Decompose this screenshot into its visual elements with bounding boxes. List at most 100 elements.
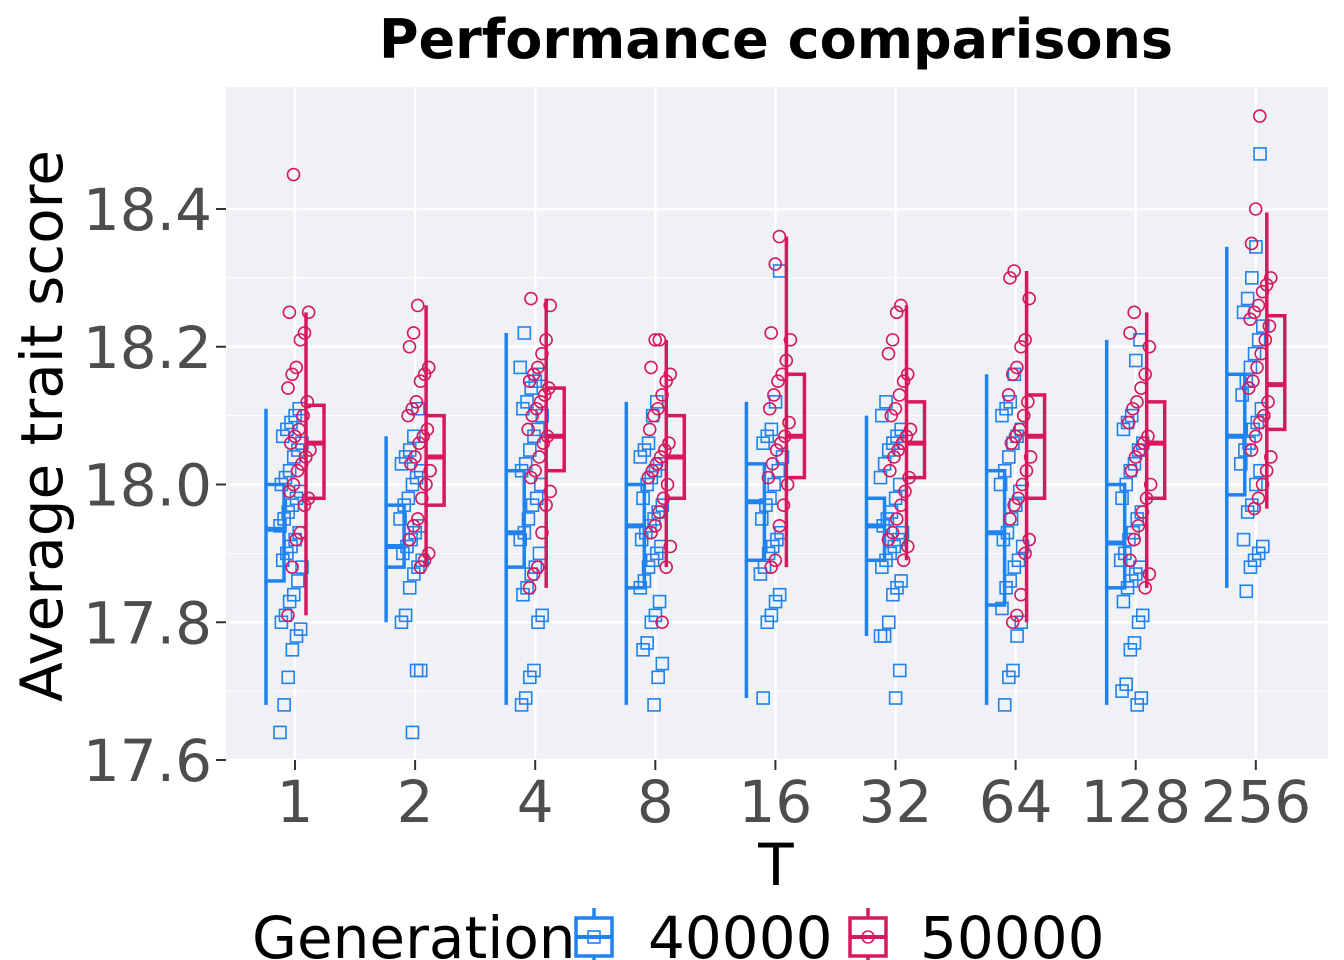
- data-point-circle: [1250, 360, 1264, 375]
- data-point-square: [413, 663, 428, 678]
- box-group: [624, 395, 670, 712]
- data-point-square: [996, 532, 1011, 547]
- data-point-square: [636, 491, 650, 506]
- data-point-circle: [282, 484, 297, 499]
- data-point-circle: [532, 450, 547, 464]
- data-point-circle: [413, 560, 428, 574]
- data-point-circle: [892, 388, 907, 402]
- data-point-circle: [1003, 512, 1017, 526]
- box-group: [744, 264, 790, 705]
- data-point-square: [638, 525, 653, 540]
- y-tick-label: 18.4: [83, 176, 212, 244]
- data-point-circle: [1257, 408, 1271, 423]
- y-tick-label: 17.6: [83, 727, 212, 795]
- data-point-square: [289, 629, 304, 643]
- data-point-circle: [420, 422, 435, 437]
- data-point-circle: [417, 367, 432, 382]
- data-point-square: [529, 491, 544, 506]
- data-point-square: [1119, 477, 1133, 492]
- data-point-circle: [1022, 291, 1037, 306]
- data-point-circle: [412, 436, 426, 450]
- data-point-circle: [896, 374, 911, 388]
- data-point-square: [1002, 450, 1016, 464]
- data-point-square: [652, 594, 667, 609]
- data-point-square: [1116, 594, 1131, 609]
- data-point-circle: [662, 436, 676, 450]
- data-point-circle: [410, 298, 425, 313]
- data-point-circle: [764, 326, 778, 340]
- data-point-square: [1240, 505, 1255, 519]
- legend: Generation 40000 50000: [252, 904, 1105, 960]
- data-point-circle: [648, 333, 662, 347]
- data-point-square: [1236, 532, 1251, 547]
- data-point-square: [881, 615, 896, 630]
- box-group: [521, 291, 566, 595]
- y-tick-label: 17.8: [83, 589, 212, 657]
- box: [624, 482, 647, 590]
- data-point-square: [291, 574, 305, 588]
- data-point-circle: [644, 360, 658, 375]
- data-point-square: [875, 408, 889, 423]
- data-point-circle: [536, 436, 551, 450]
- data-point-square: [1251, 333, 1266, 347]
- data-point-circle: [648, 519, 662, 533]
- y-tick-label: 18.2: [83, 314, 212, 382]
- data-point-square: [1247, 553, 1262, 568]
- data-point-square: [286, 587, 301, 602]
- data-point-circle: [652, 505, 667, 519]
- chart-title: Performance comparisons: [379, 8, 1173, 71]
- data-point-square: [517, 525, 532, 540]
- data-point-square: [1135, 608, 1150, 623]
- data-point-circle: [1014, 339, 1028, 354]
- data-point-circle: [1141, 429, 1155, 444]
- data-point-square: [277, 698, 291, 712]
- data-point-square: [993, 477, 1008, 492]
- data-point-square: [396, 546, 410, 561]
- data-point-circle: [1255, 477, 1270, 492]
- data-point-square: [637, 443, 652, 457]
- box-group: [281, 167, 326, 623]
- data-point-square: [1243, 560, 1258, 574]
- data-point-square: [284, 415, 298, 430]
- data-point-circle: [282, 305, 297, 320]
- data-point-circle: [894, 298, 908, 313]
- data-point-circle: [1127, 532, 1141, 547]
- data-point-circle: [768, 257, 783, 271]
- data-point-square: [763, 491, 777, 506]
- data-point-square: [402, 581, 417, 595]
- data-point-circle: [289, 360, 304, 375]
- data-point-square: [1243, 360, 1258, 375]
- data-point-circle: [1248, 429, 1263, 444]
- data-point-circle: [410, 512, 425, 526]
- data-point-circle: [281, 608, 295, 623]
- data-point-circle: [762, 401, 777, 416]
- data-point-circle: [768, 553, 783, 568]
- data-point-circle: [303, 443, 317, 457]
- data-point-circle: [1124, 463, 1139, 478]
- data-point-circle: [1138, 367, 1152, 382]
- data-point-circle: [1003, 271, 1017, 285]
- data-point-square: [886, 587, 900, 602]
- box-groups: [264, 109, 1287, 740]
- data-point-circle: [301, 491, 316, 506]
- data-point-circle: [522, 581, 537, 595]
- x-tick-label: 256: [1200, 768, 1311, 836]
- data-point-circle: [659, 560, 673, 574]
- data-point-square: [280, 546, 294, 561]
- data-point-square: [1115, 491, 1129, 506]
- data-point-square: [995, 408, 1009, 423]
- data-point-circle: [1244, 443, 1259, 457]
- data-point-circle: [419, 477, 433, 492]
- data-point-square: [770, 532, 784, 547]
- data-point-circle: [899, 429, 914, 444]
- data-point-circle: [1123, 326, 1137, 340]
- data-point-square: [516, 401, 530, 416]
- box-group: [761, 229, 807, 574]
- data-point-square: [875, 560, 889, 574]
- x-axis-title: T: [757, 831, 794, 899]
- data-point-circle: [540, 429, 555, 444]
- data-point-square: [1240, 291, 1255, 306]
- data-point-circle: [657, 443, 672, 457]
- data-point-circle: [1251, 491, 1266, 506]
- data-point-square: [405, 725, 420, 740]
